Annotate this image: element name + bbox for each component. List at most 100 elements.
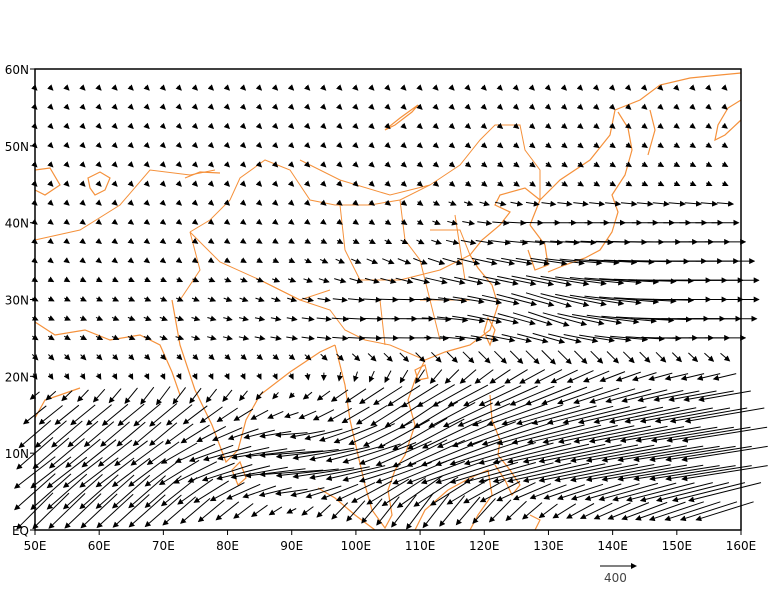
wind-vector [111, 218, 118, 225]
wind-vector [463, 479, 505, 504]
wind-vector [380, 277, 397, 284]
wind-vector [639, 482, 713, 503]
wind-vector [361, 498, 383, 524]
wind-vector [331, 315, 349, 322]
wind-vector [95, 257, 102, 264]
wind-vector [400, 103, 407, 110]
wind-vector [180, 424, 210, 444]
wind-vector [656, 84, 664, 91]
wind-vector [255, 296, 265, 303]
wind-vector [254, 334, 266, 341]
wind-vector [673, 180, 681, 187]
wind-vector [438, 297, 468, 304]
wind-vector [239, 84, 247, 91]
wind-vector [47, 218, 54, 225]
wind-vector [164, 423, 194, 445]
wind-vector [303, 218, 311, 225]
coastline-arabia [34, 321, 181, 396]
wind-vector [432, 384, 472, 407]
wind-vector [364, 277, 380, 284]
wind-vector [400, 161, 407, 168]
wind-vector [401, 383, 439, 408]
wind-vector [598, 482, 659, 502]
wind-vector [721, 161, 729, 167]
wind-vector [320, 199, 327, 206]
wind-vector [538, 463, 622, 483]
wind-vector [240, 353, 247, 361]
wind-vector [592, 84, 600, 91]
wind-vector [452, 296, 485, 305]
wind-vector [507, 462, 590, 484]
wind-vector [305, 485, 342, 499]
wind-vector [384, 180, 391, 187]
border-india [179, 231, 331, 301]
wind-vector [239, 180, 247, 187]
wind-vector [496, 122, 504, 130]
wind-vector [193, 480, 229, 503]
wind-vector [175, 84, 182, 91]
wind-vector [649, 465, 736, 482]
wind-vector [577, 161, 584, 168]
wind-vector [668, 200, 686, 207]
wind-vector [641, 161, 649, 168]
x-tick-label: 70E [152, 539, 175, 553]
wind-vector [132, 422, 162, 447]
wind-vector [255, 122, 263, 130]
wind-vector [95, 276, 103, 283]
wind-vector [159, 218, 167, 225]
wind-vector [47, 122, 54, 130]
wind-vector [512, 84, 519, 91]
wind-vector [207, 257, 215, 263]
wind-vector [653, 390, 700, 402]
wind-vector [382, 258, 395, 265]
wind-vector [63, 315, 71, 321]
wind-vector [584, 483, 640, 501]
wind-vector [32, 437, 70, 470]
wind-vector [191, 237, 199, 244]
wind-vector [538, 503, 558, 519]
wind-vector [457, 257, 481, 266]
wind-vector [416, 142, 423, 149]
wind-vector [254, 315, 266, 322]
wind-vector [621, 501, 668, 521]
wind-vector [187, 462, 235, 483]
wind-vector [496, 142, 504, 149]
wind-vector [226, 483, 261, 500]
wind-vector [342, 464, 401, 482]
wind-vector [95, 218, 102, 225]
wind-vector [529, 180, 536, 187]
wind-vector [63, 84, 70, 91]
wind-vector [80, 296, 87, 302]
wind-vector [191, 296, 200, 302]
wind-vector [256, 353, 263, 361]
wind-vector [240, 276, 248, 283]
wind-vector [705, 84, 712, 91]
wind-vector [160, 276, 167, 283]
wind-vector [352, 161, 359, 168]
wind-vector [79, 199, 86, 206]
wind-vector [209, 482, 245, 502]
wind-vector [223, 373, 230, 380]
wind-vector [127, 84, 134, 91]
wind-vector [197, 499, 225, 523]
wind-vector [175, 161, 182, 168]
wind-vector [626, 482, 695, 502]
wind-vector [540, 275, 590, 287]
wind-vector [191, 161, 199, 168]
wind-vector [396, 475, 443, 508]
wind-vector [223, 180, 230, 187]
wind-vector [381, 477, 426, 507]
wind-vector [542, 312, 588, 327]
wind-vector [79, 122, 86, 130]
wind-vector [541, 200, 557, 207]
wind-vector [48, 438, 85, 469]
wind-vector [175, 296, 184, 302]
wind-vector [449, 461, 519, 484]
wind-vector [546, 405, 614, 425]
wind-vector [377, 419, 430, 449]
wind-vector [177, 478, 214, 505]
wind-vector [47, 373, 54, 380]
wind-vector [557, 483, 604, 501]
black-sea [34, 167, 61, 196]
wind-vector [570, 483, 622, 501]
